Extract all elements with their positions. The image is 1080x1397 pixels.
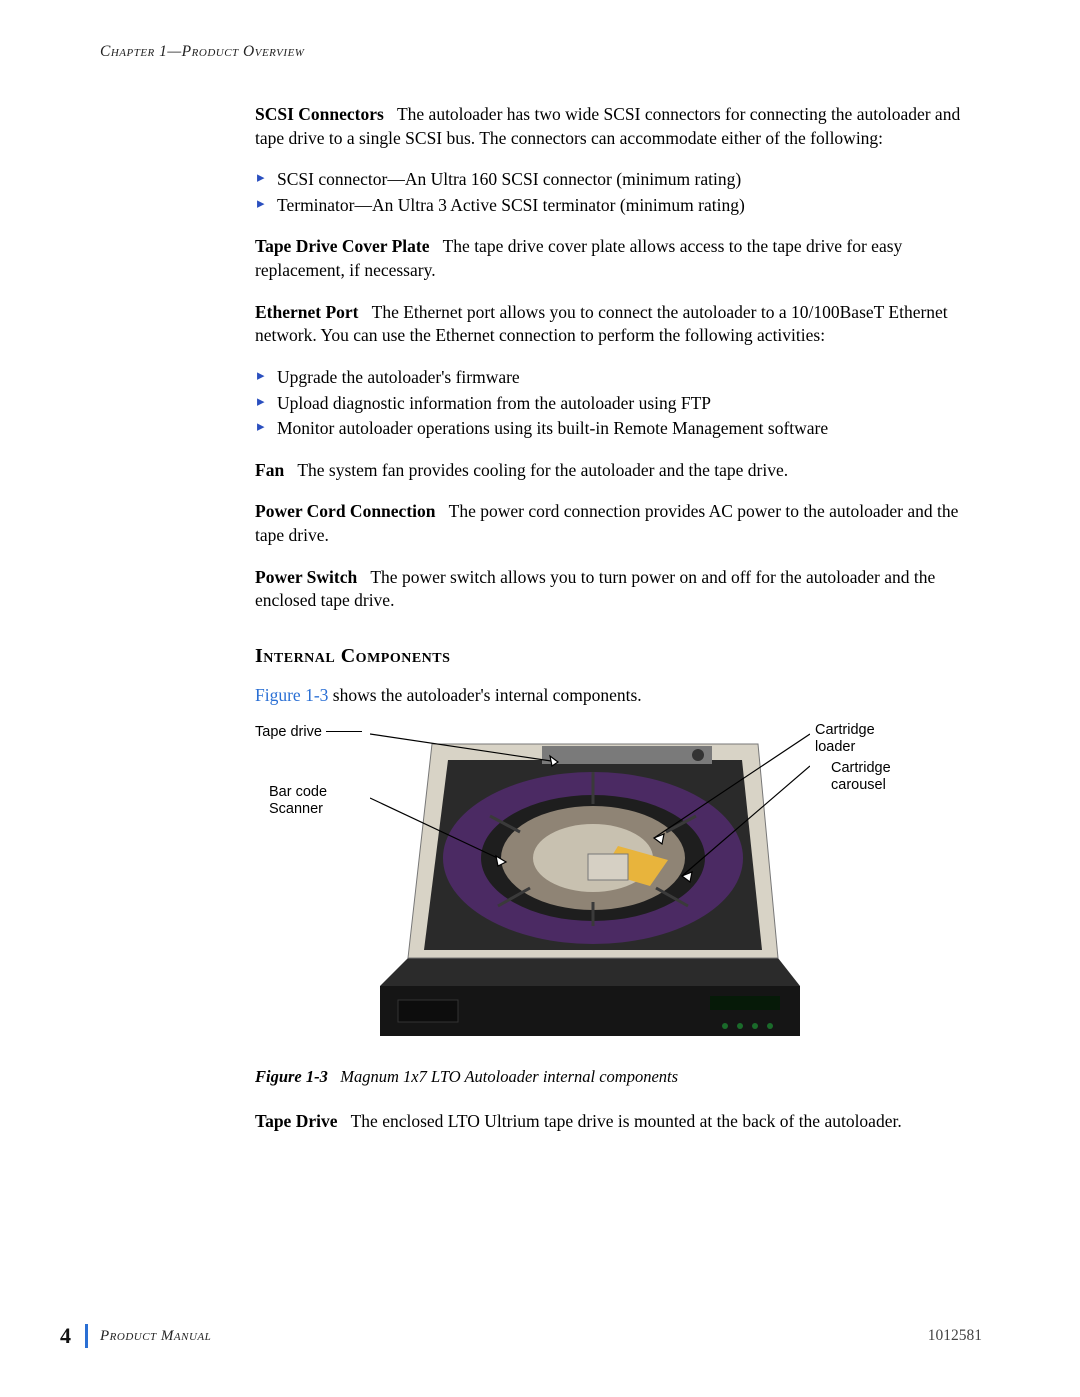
body-content: SCSI Connectors The autoloader has two w… <box>255 103 982 1134</box>
figref-sentence: Figure 1-3 shows the autoloader's intern… <box>255 684 982 708</box>
chapter-header: Chapter 1—Product Overview <box>100 42 982 63</box>
callout-cartridge-carousel: Cartridgecarousel <box>831 760 891 795</box>
figure-canvas: Tape drive Bar codeScanner Cartridgeload… <box>255 726 935 1054</box>
figure-block: Tape drive Bar codeScanner Cartridgeload… <box>255 726 982 1088</box>
fan-label: Fan <box>255 460 284 480</box>
page-number: 4 <box>60 1321 71 1351</box>
tapecover-label: Tape Drive Cover Plate <box>255 236 429 256</box>
tapecover-paragraph: Tape Drive Cover Plate The tape drive co… <box>255 235 982 282</box>
section-heading: Internal Components <box>255 643 982 670</box>
page-footer: 4 Product Manual 1012581 <box>60 1321 982 1351</box>
ethernet-label: Ethernet Port <box>255 302 359 322</box>
figure-reference-link[interactable]: Figure 1-3 <box>255 685 328 705</box>
figure-caption: Figure 1-3 Magnum 1x7 LTO Autoloader int… <box>255 1066 982 1088</box>
ethernet-paragraph: Ethernet Port The Ethernet port allows y… <box>255 301 982 348</box>
scsi-label: SCSI Connectors <box>255 104 384 124</box>
power-label: Power Cord Connection <box>255 501 436 521</box>
fan-text: The system fan provides cooling for the … <box>297 460 788 480</box>
scsi-list: SCSI connector—An Ultra 160 SCSI connect… <box>255 168 982 217</box>
ethernet-text: The Ethernet port allows you to connect … <box>255 302 948 346</box>
list-item: Upload diagnostic information from the a… <box>255 392 982 416</box>
tapedrive-text: The enclosed LTO Ultrium tape drive is m… <box>351 1111 902 1131</box>
callout-cartridge-loader: Cartridgeloader <box>815 722 875 757</box>
fan-paragraph: Fan The system fan provides cooling for … <box>255 459 982 483</box>
list-item: Terminator—An Ultra 3 Active SCSI termin… <box>255 194 982 218</box>
figref-rest: shows the autoloader's internal componen… <box>328 685 641 705</box>
tapedrive-label: Tape Drive <box>255 1111 337 1131</box>
figure-caption-text: Magnum 1x7 LTO Autoloader internal compo… <box>340 1067 678 1086</box>
footer-docnum: 1012581 <box>928 1326 982 1347</box>
list-item: Upgrade the autoloader's firmware <box>255 366 982 390</box>
switch-paragraph: Power Switch The power switch allows you… <box>255 566 982 613</box>
figure-caption-number: Figure 1-3 <box>255 1067 328 1086</box>
footer-manual: Product Manual <box>100 1326 211 1346</box>
callout-tape-drive: Tape drive <box>255 724 362 741</box>
autoloader-illustration <box>370 726 810 1054</box>
scsi-paragraph: SCSI Connectors The autoloader has two w… <box>255 103 982 150</box>
tapedrive-paragraph: Tape Drive The enclosed LTO Ultrium tape… <box>255 1110 982 1134</box>
callout-barcode: Bar codeScanner <box>269 784 327 819</box>
list-item: Monitor autoloader operations using its … <box>255 417 982 441</box>
power-paragraph: Power Cord Connection The power cord con… <box>255 500 982 547</box>
ethernet-list: Upgrade the autoloader's firmware Upload… <box>255 366 982 441</box>
switch-label: Power Switch <box>255 567 357 587</box>
list-item: SCSI connector—An Ultra 160 SCSI connect… <box>255 168 982 192</box>
switch-text: The power switch allows you to turn powe… <box>255 567 935 611</box>
footer-divider <box>85 1324 88 1348</box>
